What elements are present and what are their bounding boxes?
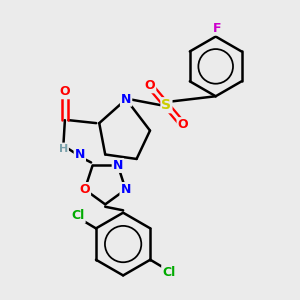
Text: N: N xyxy=(121,93,131,106)
Text: H: H xyxy=(59,143,68,154)
Text: N: N xyxy=(121,183,131,196)
Text: N: N xyxy=(75,148,85,161)
Text: O: O xyxy=(60,85,70,98)
Text: O: O xyxy=(145,79,155,92)
Text: F: F xyxy=(213,22,221,35)
Text: Cl: Cl xyxy=(71,209,85,222)
Text: S: S xyxy=(161,98,171,112)
Text: O: O xyxy=(178,118,188,131)
Text: O: O xyxy=(80,183,90,196)
Text: N: N xyxy=(113,159,123,172)
Text: Cl: Cl xyxy=(162,266,176,279)
